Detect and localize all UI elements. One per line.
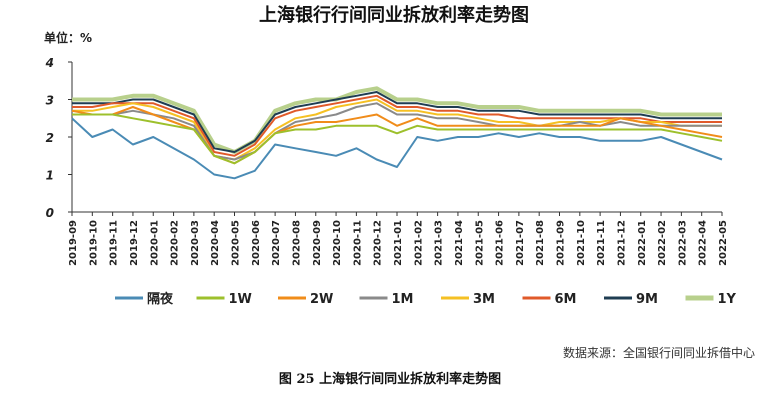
series-line-1y (72, 86, 722, 154)
legend-label: 2W (310, 292, 333, 307)
figure-caption: 图 25 上海银行间同业拆放利率走势图 (279, 371, 501, 387)
x-tick-label: 2020-01 (149, 220, 160, 266)
x-tick-label: 2021-02 (413, 220, 424, 266)
x-tick-label: 2021-08 (535, 220, 546, 266)
x-tick-label: 2020-02 (170, 220, 181, 266)
x-tick-label: 2021-10 (576, 220, 587, 266)
legend-label: 隔夜 (147, 291, 174, 307)
x-tick-label: 2021-11 (596, 220, 607, 266)
legend-label: 1W (229, 292, 252, 307)
x-tick-label: 2019-11 (109, 220, 120, 266)
x-tick-label: 2021-06 (495, 220, 506, 266)
y-tick-label: 4 (45, 56, 54, 70)
series-line-隔夜 (71, 117, 723, 180)
x-tick-label: 2022-02 (657, 220, 668, 266)
x-tick-label: 2021-12 (616, 220, 627, 266)
x-tick-label: 2022-05 (718, 220, 729, 266)
series-line-1m (72, 102, 722, 161)
x-tick-label: 2022-03 (677, 220, 688, 266)
x-tick-label: 2021-03 (434, 220, 445, 266)
y-tick-label: 1 (46, 169, 54, 183)
legend-label: 3M (473, 292, 495, 307)
x-tick-label: 2019-09 (68, 220, 79, 266)
x-tick-label: 2021-05 (474, 220, 485, 266)
x-tick-label: 2020-11 (352, 220, 363, 266)
x-tick-label: 2021-01 (393, 220, 404, 266)
x-tick-label: 2020-04 (210, 220, 221, 266)
series-line-6m (72, 94, 722, 157)
x-tick-label: 2021-09 (556, 220, 567, 266)
x-tick-label: 2021-07 (515, 220, 526, 266)
x-tick-label: 2020-10 (332, 220, 343, 266)
x-tick-label: 2021-04 (454, 220, 465, 266)
y-axis: 0 1 2 3 4 (45, 56, 73, 220)
x-tick-label: 2020-03 (190, 220, 201, 266)
series-lines (71, 86, 723, 180)
y-tick-label: 0 (46, 206, 54, 220)
x-axis: 2019-09 2019-10 2019-11 2019-12 2020-01 2020-… (68, 211, 729, 266)
chart-title: 上海银行行间同业拆放利率走势图 (259, 4, 529, 26)
series-line-9m (72, 91, 722, 153)
x-tick-label: 2019-12 (129, 220, 140, 266)
x-tick-label: 2020-09 (312, 220, 323, 266)
series-line-1w (72, 113, 723, 165)
series-line-3m (72, 98, 722, 161)
legend: 隔夜 1W 2W 1M 3M 6M 9M 1Y (115, 291, 737, 307)
x-tick-label: 2022-01 (637, 220, 648, 266)
y-tick-label: 2 (46, 131, 54, 145)
data-source: 数据来源：全国银行间同业拆借中心 (563, 345, 755, 360)
x-tick-label: 2019-10 (88, 220, 99, 266)
y-tick-label: 3 (46, 94, 54, 108)
x-tick-label: 2022-04 (698, 220, 709, 266)
x-tick-label: 2020-06 (251, 220, 262, 266)
x-tick-label: 2020-07 (271, 220, 282, 266)
x-tick-label: 2020-05 (231, 220, 242, 266)
unit-label: 单位：% (44, 30, 92, 45)
legend-label: 1Y (718, 292, 737, 307)
x-tick-label: 2020-08 (291, 220, 302, 266)
legend-label: 9M (636, 292, 658, 307)
legend-label: 1M (392, 292, 414, 307)
x-tick-label: 2020-12 (373, 220, 384, 266)
legend-label: 6M (555, 292, 577, 307)
series-line-2w (71, 106, 723, 165)
